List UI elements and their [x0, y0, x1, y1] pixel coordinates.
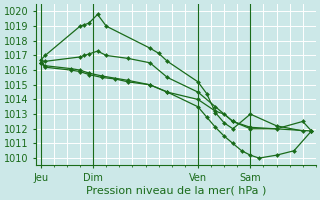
X-axis label: Pression niveau de la mer( hPa ): Pression niveau de la mer( hPa ) — [86, 186, 266, 196]
